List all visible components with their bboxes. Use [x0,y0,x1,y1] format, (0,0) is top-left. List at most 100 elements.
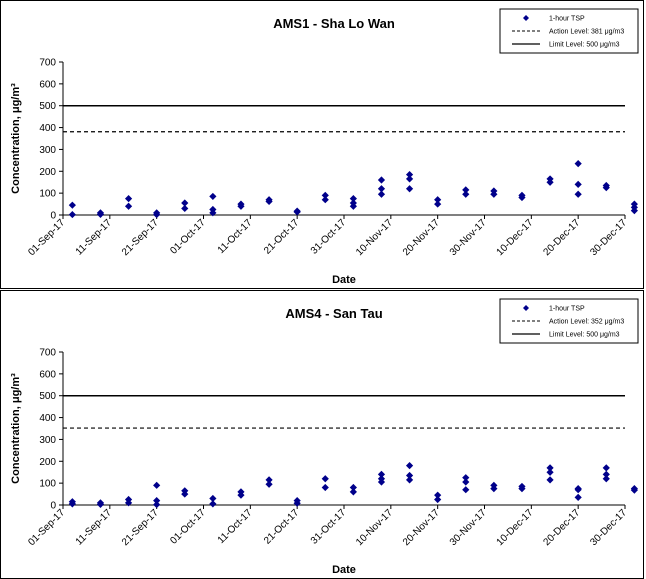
legend-label: 1-hour TSP [549,16,585,23]
data-point [405,185,414,193]
data-point [546,468,554,476]
x-tick-label: 21-Sep-17 [120,217,161,258]
data-point [181,204,189,213]
y-tick-label: 500 [39,101,56,112]
y-axis-label: Concentration, μg/m³ [10,373,22,484]
data-point [602,475,610,483]
chart-ams4-svg: AMS4 - San Tau 0 100 200 300 400 500 600 700 01-S… [10,298,639,576]
data-point [462,190,470,198]
data-point [377,190,386,198]
data-point [349,195,357,203]
data-point [405,462,414,470]
data-point [434,200,442,208]
x-tick-label: 31-Oct-17 [309,507,349,547]
data-point [96,500,105,508]
y-tick-label: 100 [39,189,56,200]
x-tick-label: 01-Sep-17 [26,217,67,258]
data-point [265,197,273,206]
data-point [124,499,133,507]
y-tick-label: 600 [39,369,56,380]
chart-title: AMS4 - San Tau [285,306,382,321]
data-point [405,476,414,484]
x-tick-label: 20-Dec-17 [541,507,582,548]
y-tick-label: 400 [39,413,56,424]
data-point [434,495,442,504]
data-point [349,483,357,492]
data-point [462,478,470,486]
x-tick-label: 21-Sep-17 [120,507,161,548]
chart-title: AMS1 - Sha Lo Wan [273,16,395,31]
data-point [321,475,329,483]
y-tick-label: 300 [39,145,56,156]
y-tick-label: 700 [39,348,56,359]
x-tick-label: 31-Oct-17 [309,217,349,257]
data-point [377,176,386,184]
data-point [321,483,329,492]
chart-panel-ams4: AMS4 - San Tau 0 100 200 300 400 500 600 700 01-S… [0,290,644,579]
x-axis-label: Date [332,564,356,576]
x-tick-label: 20-Nov-17 [401,217,442,258]
data-point [462,486,470,494]
y-tick-label: 700 [39,58,56,69]
data-point [574,190,582,198]
data-point [293,208,301,216]
x-tick-label: 01-Oct-17 [168,507,208,547]
data-point [124,195,133,203]
data-point [490,190,498,198]
legend-marker-tsp [523,305,529,311]
data-point [153,210,161,219]
x-tick-label: 10-Dec-17 [495,217,536,258]
x-tick-label: 21-Oct-17 [262,217,302,257]
data-point [153,500,161,509]
data-point [377,478,386,486]
x-tick-label: 11-Oct-17 [216,507,255,546]
data-point [490,485,498,493]
data-point [209,494,217,503]
x-tick-label: 30-Nov-17 [448,217,489,258]
data-point [96,210,105,218]
data-point [405,175,414,183]
y-tick-label: 200 [39,167,56,178]
data-point [349,488,357,496]
data-point [209,192,217,201]
x-tick-label: 30-Dec-17 [588,507,629,548]
x-tick-label: 30-Dec-17 [588,217,629,258]
legend-label: Action Level: 381 μg/m3 [549,29,624,36]
y-tick-label: 600 [39,79,56,90]
data-point [630,486,638,494]
y-tick-label: 0 [50,501,56,512]
data-point [518,193,526,202]
legend-label: Limit Level: 500 μg/m3 [549,42,620,49]
x-tick-label: 10-Nov-17 [354,217,395,258]
data-point [574,160,582,168]
y-tick-label: 100 [39,479,56,490]
legend-marker-tsp [523,15,529,21]
data-point [434,196,442,204]
x-tick-label: 10-Nov-17 [354,507,395,548]
data-point [574,493,582,501]
data-point [237,202,245,210]
data-point [574,180,582,188]
data-point [546,476,554,484]
data-point [377,185,386,193]
y-tick-label: 500 [39,391,56,402]
x-tick-label: 01-Sep-17 [26,507,67,548]
data-point [124,202,133,210]
data-point [181,199,189,207]
chart-panel-ams1: AMS1 - Sha Lo Wan 0 100 200 300 400 500 600 700 0… [0,0,644,289]
x-tick-label: 10-Dec-17 [495,507,536,548]
data-point [630,207,638,215]
data-point [405,170,414,179]
x-tick-label: 21-Oct-17 [262,507,302,547]
legend-label: Limit Level: 500 μg/m3 [549,332,620,339]
legend-label: Action Level: 352 μg/m3 [549,319,624,326]
x-tick-label: 11-Sep-17 [74,507,115,548]
data-point [349,202,357,210]
data-point [321,196,329,204]
y-axis-label: Concentration, μg/m³ [10,83,22,194]
chart-ams1-svg: AMS1 - Sha Lo Wan 0 100 200 300 400 500 600 700 0… [10,8,639,286]
data-point [153,481,161,489]
y-tick-label: 200 [39,457,56,468]
data-point [68,210,76,219]
